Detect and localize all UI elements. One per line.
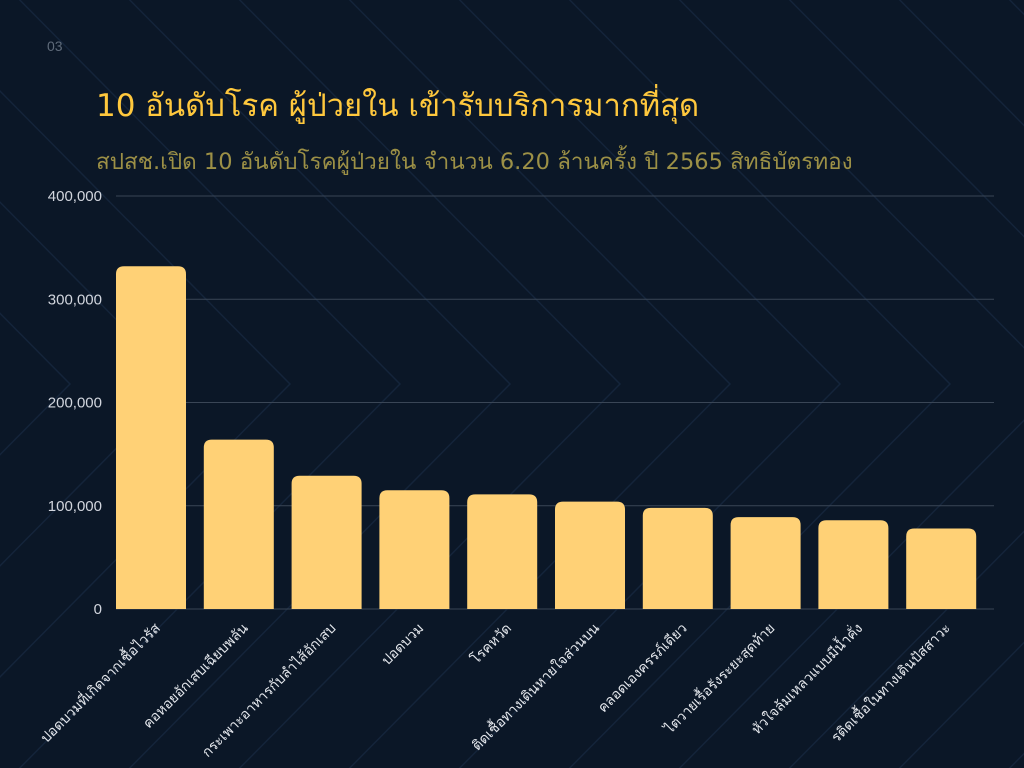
bar <box>555 501 625 609</box>
bar <box>818 520 889 609</box>
bar <box>379 490 450 609</box>
background-chevron-line <box>458 0 842 768</box>
y-tick-label: 300,000 <box>48 291 102 308</box>
y-tick-label: 100,000 <box>48 498 102 515</box>
background-chevron-line <box>678 0 1024 768</box>
background-chevron-line <box>568 0 952 768</box>
background-chevron-line <box>898 0 1024 768</box>
chart-subtitle: สปสช.เปิด 10 อันดับโรคผู้ป่วยใน จำนวน 6.… <box>96 149 853 175</box>
background-chevron-line <box>238 0 622 768</box>
page-number: 03 <box>47 38 63 54</box>
background-chevron-line <box>788 0 1024 768</box>
bar <box>291 475 362 609</box>
x-category-label: โรคหวัด <box>467 620 515 668</box>
bar <box>116 266 186 609</box>
x-category-label: ปอดบวม <box>379 621 427 669</box>
y-tick-label: 0 <box>94 601 102 618</box>
bar <box>906 528 977 609</box>
chart-title: 10 อันดับโรค ผู้ป่วยใน เข้ารับบริการมากท… <box>96 88 700 124</box>
background-chevron-line <box>0 90 292 678</box>
x-category-label: ปอดบวมที่เกิดจากเชื้อไวรัส <box>36 618 164 746</box>
background-chevron-line <box>0 312 72 456</box>
x-category-label: คลอดเองครรภ์เดียว <box>594 620 690 716</box>
bar <box>203 439 274 609</box>
bar <box>730 517 801 609</box>
y-tick-label: 200,000 <box>48 395 102 412</box>
y-tick-label: 400,000 <box>48 188 102 205</box>
background-chevron-line <box>128 0 512 768</box>
bar <box>467 494 538 609</box>
background-chevron-line <box>18 0 402 768</box>
bar <box>642 507 713 609</box>
background-chevron-line <box>348 0 732 768</box>
